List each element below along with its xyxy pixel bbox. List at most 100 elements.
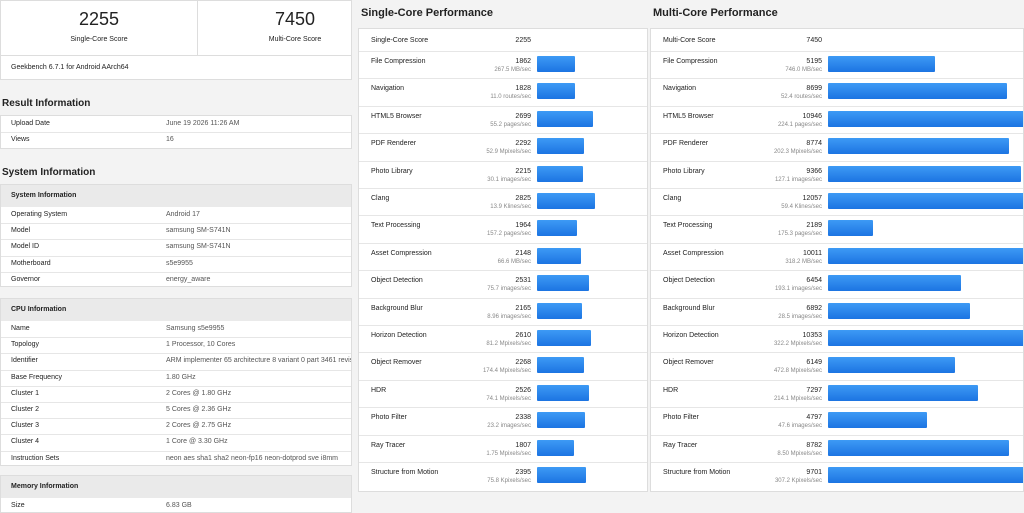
test-name: File Compression [371,58,426,65]
test-score: 6892 [806,304,822,312]
test-rate: 318.2 MB/sec [785,258,822,265]
test-rate: 74.1 Mpixels/sec [486,395,531,402]
test-name: Text Processing [371,222,421,230]
row-line [359,133,647,135]
score-bar [537,384,590,401]
row-line [359,407,647,409]
score-bar [537,357,584,374]
score-bar [537,439,575,456]
row-line [1,369,351,371]
test-score: 8699 [806,85,822,93]
test-score: 2268 [515,359,531,367]
test-score: 2215 [515,167,531,175]
test-rate: 66.6 MB/sec [497,258,531,265]
section-title: Result Information [2,98,91,109]
score-bar [828,83,1008,100]
row-line [651,105,1023,107]
test-score: 1964 [515,222,531,230]
test-name: Object Detection [371,277,423,285]
info-label: Operating System [11,211,68,218]
test-rate: 8.50 Mpixels/sec [777,450,822,457]
test-rate: 59.4 Klines/sec [781,204,822,210]
test-name: Asset Compression [663,249,724,257]
info-value: Samsung s5e9955 [166,325,225,332]
score-bar [828,247,1023,264]
test-score: 10353 [802,332,822,339]
test-score: 6454 [806,277,822,285]
test-score: 2189 [806,222,822,230]
score-divider [197,1,198,55]
score-bar [828,439,1009,456]
score-bar [537,56,576,72]
test-name: PDF Renderer [663,140,709,148]
row-line [651,215,1023,217]
test-score: 2825 [515,195,531,202]
test-rate: 472.8 Mpixels/sec [773,368,822,375]
row-line [359,51,647,52]
test-rate: 175.3 pages/sec [777,231,822,238]
test-name: File Compression [663,58,718,65]
test-name: HTML5 Browser [371,112,422,120]
score-bar [828,220,874,237]
info-value: 2 Cores @ 1.80 GHz [166,389,232,397]
test-name: Structure from Motion [371,469,439,476]
info-value: Android 17 [166,211,200,218]
test-rate: 193.1 images/sec [774,286,822,293]
info-label: Motherboard [11,259,51,267]
row-line [359,242,647,244]
score-bar [537,302,582,319]
test-name: HDR [663,386,679,394]
test-name: Structure from Motion [663,469,731,476]
info-label: Cluster 1 [11,389,40,397]
info-table: Memory Information Size 6.83 GB [0,475,352,513]
test-score: 2395 [515,469,531,476]
info-value: 5 Cores @ 2.36 GHz [166,406,232,413]
info-value: 6.83 GB [166,502,192,509]
score-bar [537,467,587,483]
row-line [651,133,1023,135]
score-bar [828,165,1021,182]
score-card: 2255 Single-Core Score 7450 Multi-Core Scor… [0,0,352,80]
info-value: 1 Processor, 10 Cores [166,341,236,349]
test-rate: 224.1 pages/sec [777,121,822,128]
info-label: Cluster 4 [11,438,40,446]
info-label: Upload Date [11,120,50,127]
single-core-score: 2255 [78,9,120,29]
score-bar [828,193,1023,209]
score-bar [828,110,1023,127]
row-line [359,78,647,80]
info-value: samsung SM-S741N [166,227,231,235]
info-label: Topology [11,341,40,349]
test-score: 9366 [806,167,822,175]
row-line [1,239,351,241]
test-rate: 30.1 images/sec [487,176,531,183]
test-rate: 214.1 Mpixels/sec [773,395,822,402]
score-bar [537,412,586,429]
info-value: 2 Cores @ 2.75 GHz [166,422,232,430]
row-line [1,450,351,452]
info-label: Governor [11,275,41,283]
test-name: PDF Renderer [371,140,417,148]
test-score: 9701 [806,469,822,476]
test-rate: 8.96 images/sec [487,313,531,320]
info-value: s5e9955 [166,259,193,267]
row-line [1,385,351,387]
test-score: 2699 [515,112,531,120]
row-line [359,215,647,217]
test-name: Photo Library [663,167,705,175]
row-line [359,325,647,326]
score-bar [537,247,582,264]
info-value: energy_aware [166,275,211,283]
info-value: neon aes sha1 sha2 neon-fp16 neon-dotpro… [166,454,339,462]
score-bar [828,412,927,429]
test-score: 2165 [515,304,531,312]
row-line [359,105,647,107]
row-line [1,402,351,403]
test-name: Object Detection [663,277,715,285]
info-value: samsung SM-S741N [166,243,231,251]
score-bar [537,220,578,237]
info-label: Identifier [11,357,38,365]
section-title: System Information [2,167,96,178]
multi-core-label: Multi-Core Score [268,36,322,43]
test-score: 2148 [515,249,531,257]
